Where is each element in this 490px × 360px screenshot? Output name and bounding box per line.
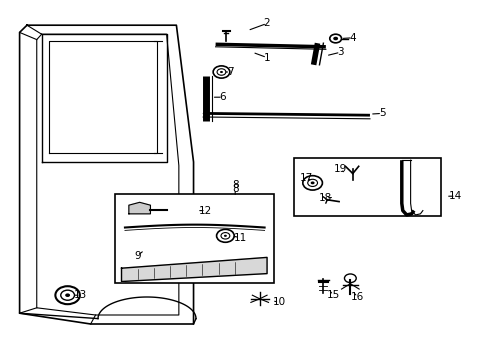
Text: 12: 12 (199, 206, 213, 216)
Text: 2: 2 (264, 18, 270, 28)
Polygon shape (129, 202, 150, 214)
Text: 6: 6 (220, 92, 226, 102)
Text: 8: 8 (232, 180, 239, 190)
Text: 10: 10 (273, 297, 286, 307)
Circle shape (220, 71, 223, 73)
Polygon shape (122, 257, 267, 282)
Text: 5: 5 (379, 108, 386, 118)
Bar (294, 158, 441, 216)
Polygon shape (154, 41, 162, 153)
Text: 3: 3 (337, 47, 344, 57)
Circle shape (333, 37, 338, 40)
Text: 13: 13 (74, 290, 88, 300)
Bar (115, 194, 274, 283)
Text: 15: 15 (326, 290, 340, 300)
Circle shape (311, 181, 315, 184)
Text: 4: 4 (349, 33, 356, 43)
Circle shape (65, 293, 70, 297)
Text: 9: 9 (134, 251, 141, 261)
Text: 1: 1 (264, 53, 270, 63)
Text: 19: 19 (334, 164, 347, 174)
Text: 17: 17 (299, 173, 313, 183)
Text: 11: 11 (233, 233, 247, 243)
Circle shape (224, 235, 227, 237)
Text: 16: 16 (351, 292, 365, 302)
Text: 18: 18 (319, 193, 333, 203)
Text: 8: 8 (232, 184, 239, 194)
Text: 14: 14 (449, 191, 463, 201)
Text: 7: 7 (227, 67, 234, 77)
